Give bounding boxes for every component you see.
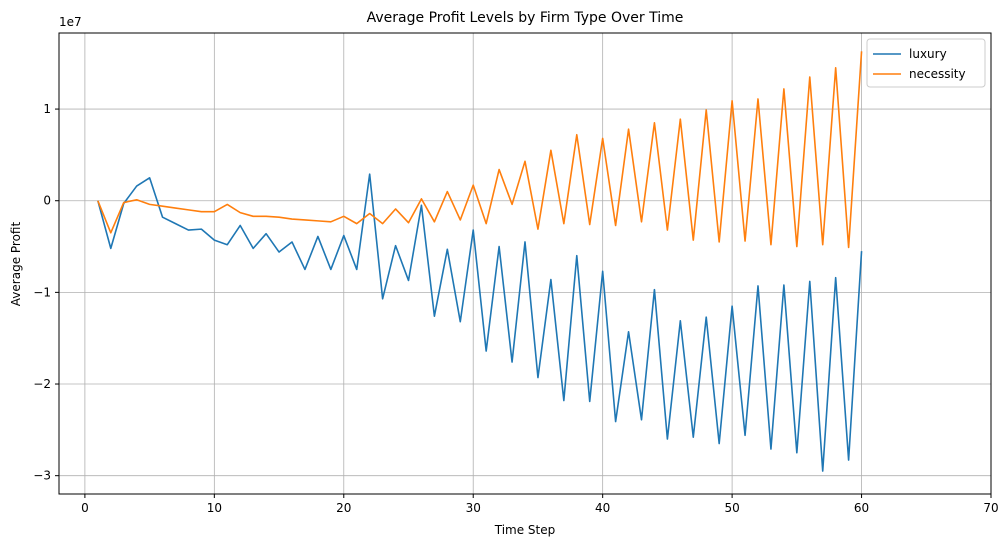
x-axis-label: Time Step: [494, 523, 556, 537]
legend-box: [866, 38, 986, 88]
axis-ticks: 0 10 20 30 40 50 60 70 −3 −2 −1 0 1: [33, 102, 998, 515]
x-tick-label: 10: [207, 501, 222, 515]
series-layer: [97, 51, 863, 472]
y-tick-label: −1: [33, 285, 51, 299]
y-tick-label: 1: [43, 102, 51, 116]
y-axis-label: Average Profit: [9, 222, 23, 307]
y-offset-label: 1e7: [59, 15, 82, 29]
x-tick-label: 50: [724, 501, 739, 515]
series-line-luxury: [97, 173, 863, 472]
x-tick-label: 30: [466, 501, 481, 515]
x-tick-label: 20: [336, 501, 351, 515]
chart-title: Average Profit Levels by Firm Type Over …: [367, 10, 684, 26]
y-tick-label: 0: [43, 194, 51, 208]
legend: luxury necessity: [866, 38, 986, 88]
series-line-necessity: [97, 51, 863, 249]
x-tick-label: 40: [595, 501, 610, 515]
x-tick-label: 60: [854, 501, 869, 515]
legend-label-necessity: necessity: [909, 67, 966, 81]
y-tick-label: −2: [33, 377, 51, 391]
plot-frame: [58, 32, 992, 495]
x-tick-label: 70: [983, 501, 998, 515]
x-tick-label: 0: [81, 501, 89, 515]
y-tick-label: −3: [33, 469, 51, 483]
legend-label-luxury: luxury: [909, 47, 947, 61]
